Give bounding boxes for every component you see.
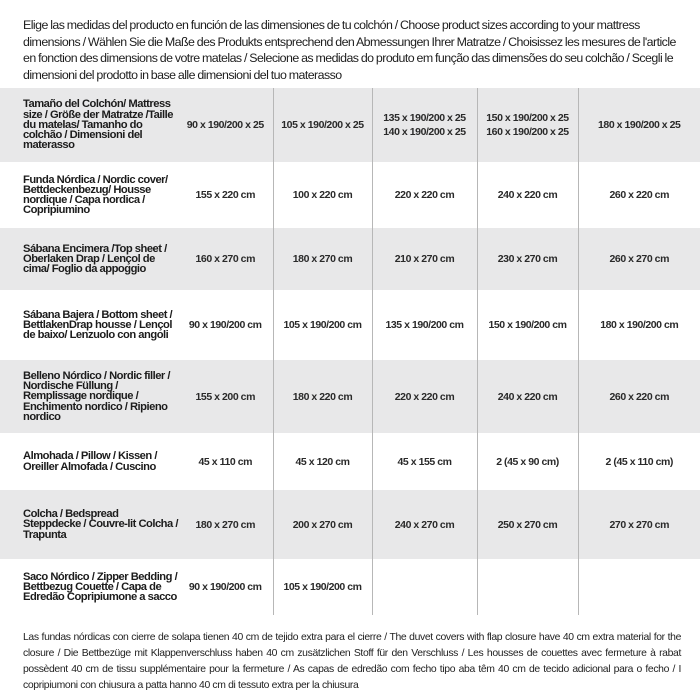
table-row: Sábana Encimera /Top sheet / Oberlaken D… (0, 228, 700, 290)
table-row: Saco Nórdico / Zipper Bedding / Bettbezu… (0, 559, 700, 615)
size-cell: 45 x 120 cm (272, 433, 372, 490)
size-cell: 105 x 190/200 cm (272, 559, 372, 615)
size-cell: 200 x 270 cm (272, 490, 372, 559)
size-cell: 2 (45 x 110 cm) (577, 433, 700, 490)
intro-text: Elige las medidas del producto en funció… (23, 18, 676, 82)
size-cell: 210 x 270 cm (371, 228, 477, 290)
table-row: Almohada / Pillow / Kissen / Oreiller Al… (0, 433, 700, 490)
size-cell: 240 x 220 cm (476, 360, 578, 433)
row-label: Belleno Nórdico / Nordic filler / Nordis… (0, 360, 178, 433)
size-cell: 2 (45 x 90 cm) (476, 433, 578, 490)
size-cell: 180 x 270 cm (272, 228, 372, 290)
size-cell: 220 x 220 cm (371, 360, 477, 433)
size-cell (371, 559, 477, 615)
row-label: Saco Nórdico / Zipper Bedding / Bettbezu… (0, 559, 178, 615)
size-cell: 180 x 190/200 cm (577, 290, 700, 360)
size-cell: 105 x 190/200 cm (272, 290, 372, 360)
size-cell: 180 x 270 cm (178, 490, 273, 559)
row-label: Sábana Bajera / Bottom sheet / Bettlaken… (0, 290, 178, 360)
size-cell: 90 x 190/200 cm (178, 559, 273, 615)
size-cell: 230 x 270 cm (476, 228, 578, 290)
row-label: Funda Nórdica / Nordic cover/ Bettdecken… (0, 162, 178, 228)
mattress-size-4: 150 x 190/200 x 25 160 x 190/200 x 25 (476, 88, 578, 162)
mattress-size-1: 90 x 190/200 x 25 (178, 88, 273, 162)
size-cell: 240 x 270 cm (371, 490, 477, 559)
size-cell: 155 x 200 cm (178, 360, 273, 433)
size-cell: 260 x 220 cm (577, 162, 700, 228)
size-line: 160 x 190/200 x 25 (486, 126, 569, 138)
size-cell: 100 x 220 cm (272, 162, 372, 228)
row-label: Almohada / Pillow / Kissen / Oreiller Al… (0, 433, 178, 490)
size-line: 135 x 190/200 x 25 (383, 112, 466, 124)
header-row: Tamaño del Colchón/ Mattress size / Größ… (0, 88, 700, 162)
size-cell: 150 x 190/200 cm (476, 290, 578, 360)
size-cell (476, 559, 578, 615)
mattress-size-2: 105 x 190/200 x 25 (272, 88, 372, 162)
mattress-size-3: 135 x 190/200 x 25 140 x 190/200 x 25 (371, 88, 477, 162)
table-row: Sábana Bajera / Bottom sheet / Bettlaken… (0, 290, 700, 360)
row-label: Sábana Encimera /Top sheet / Oberlaken D… (0, 228, 178, 290)
table-row: Colcha / Bedspread Steppdecke / Couvre-l… (0, 490, 700, 559)
table-row: Funda Nórdica / Nordic cover/ Bettdecken… (0, 162, 700, 228)
footnote: Las fundas nórdicas con cierre de solapa… (23, 632, 681, 691)
size-cell: 155 x 220 cm (178, 162, 273, 228)
size-cell: 270 x 270 cm (577, 490, 700, 559)
size-line: 150 x 190/200 x 25 (486, 112, 569, 124)
row-label: Colcha / Bedspread Steppdecke / Couvre-l… (0, 490, 178, 559)
size-cell: 90 x 190/200 cm (178, 290, 273, 360)
size-cell: 45 x 155 cm (371, 433, 477, 490)
size-line: 140 x 190/200 x 25 (383, 126, 466, 138)
size-cell: 260 x 270 cm (577, 228, 700, 290)
size-cell: 45 x 110 cm (178, 433, 273, 490)
size-cell: 240 x 220 cm (476, 162, 578, 228)
mattress-size-5: 180 x 190/200 x 25 (577, 88, 700, 162)
size-cell (577, 559, 700, 615)
size-table: Tamaño del Colchón/ Mattress size / Größ… (0, 88, 700, 615)
size-cell: 250 x 270 cm (476, 490, 578, 559)
size-cell: 260 x 220 cm (577, 360, 700, 433)
header-label: Tamaño del Colchón/ Mattress size / Größ… (0, 88, 178, 162)
size-cell: 160 x 270 cm (178, 228, 273, 290)
size-cell: 135 x 190/200 cm (371, 290, 477, 360)
size-cell: 220 x 220 cm (371, 162, 477, 228)
size-cell: 180 x 220 cm (272, 360, 372, 433)
table-row: Belleno Nórdico / Nordic filler / Nordis… (0, 360, 700, 433)
